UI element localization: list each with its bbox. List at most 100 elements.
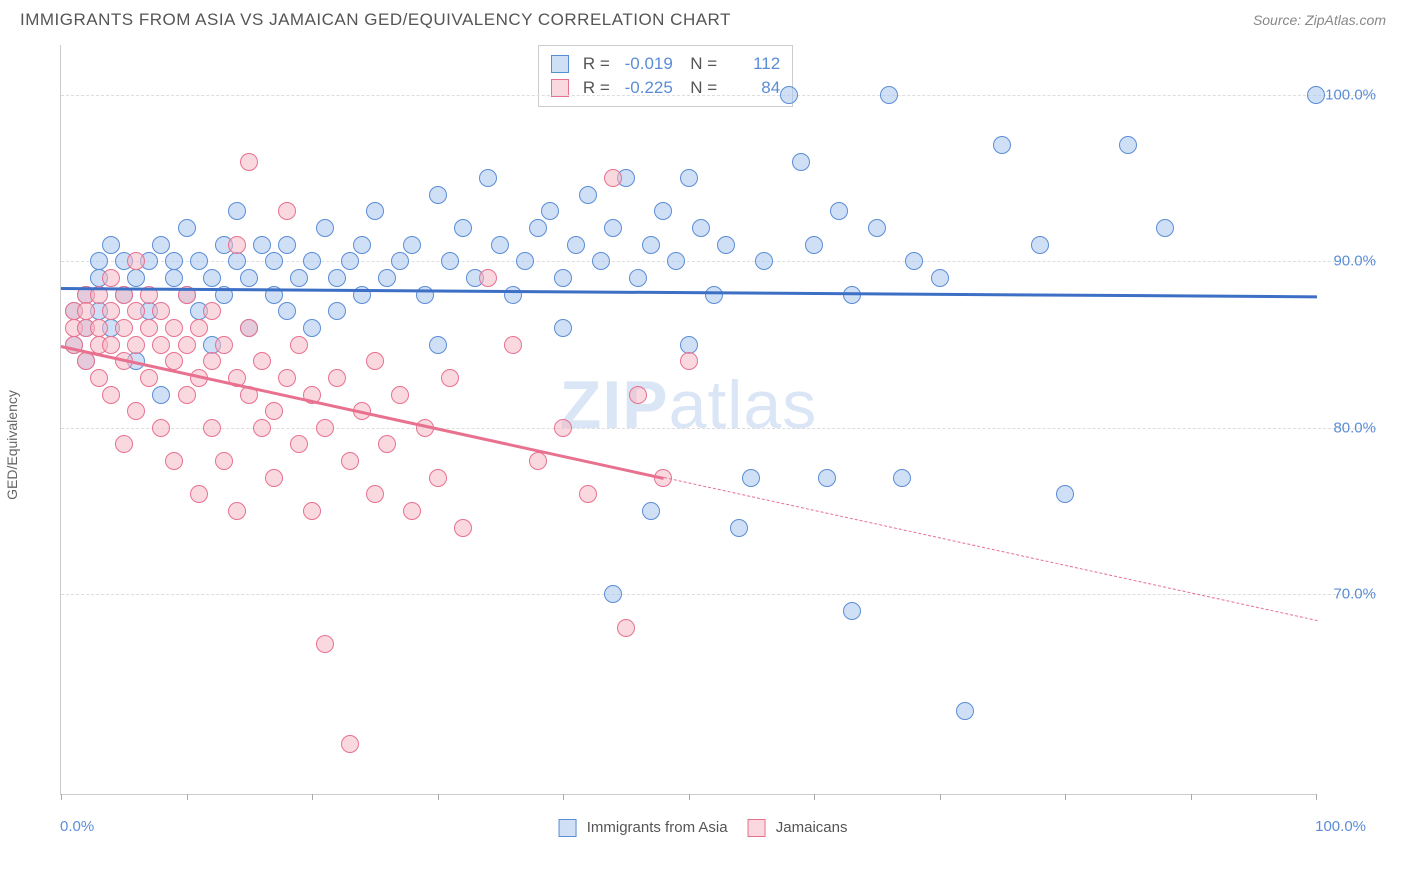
chart-container: GED/Equivalency ZIPatlas R = -0.019 N = … <box>20 35 1386 855</box>
scatter-point <box>730 519 748 537</box>
scatter-point <box>90 369 108 387</box>
scatter-point <box>190 319 208 337</box>
scatter-point <box>127 302 145 320</box>
scatter-point <box>931 269 949 287</box>
header: IMMIGRANTS FROM ASIA VS JAMAICAN GED/EQU… <box>0 0 1406 35</box>
chart-title: IMMIGRANTS FROM ASIA VS JAMAICAN GED/EQU… <box>20 10 731 30</box>
scatter-point <box>366 202 384 220</box>
scatter-point <box>479 169 497 187</box>
legend-label-asia: Immigrants from Asia <box>587 819 728 836</box>
x-tick <box>187 794 188 800</box>
scatter-point <box>353 236 371 254</box>
x-axis-min-label: 0.0% <box>60 818 94 835</box>
x-tick <box>1065 794 1066 800</box>
scatter-point <box>152 419 170 437</box>
scatter-point <box>680 352 698 370</box>
scatter-point <box>316 419 334 437</box>
x-tick <box>940 794 941 800</box>
scatter-point <box>454 519 472 537</box>
scatter-point <box>90 252 108 270</box>
scatter-point <box>403 502 421 520</box>
scatter-point <box>127 269 145 287</box>
scatter-point <box>203 419 221 437</box>
x-axis-max-label: 100.0% <box>1315 818 1366 835</box>
scatter-point <box>680 169 698 187</box>
scatter-point <box>152 336 170 354</box>
scatter-point <box>265 402 283 420</box>
scatter-point <box>429 336 447 354</box>
scatter-point <box>240 153 258 171</box>
gridline <box>61 261 1376 262</box>
scatter-point <box>1056 485 1074 503</box>
scatter-point <box>178 219 196 237</box>
y-tick-label: 90.0% <box>1333 253 1376 270</box>
scatter-point <box>604 169 622 187</box>
scatter-point <box>253 419 271 437</box>
scatter-point <box>290 435 308 453</box>
plot-area: ZIPatlas R = -0.019 N = 112 R = -0.225 N… <box>60 45 1316 795</box>
legend-label-jamaica: Jamaicans <box>776 819 848 836</box>
scatter-point <box>253 236 271 254</box>
scatter-point <box>780 86 798 104</box>
scatter-point <box>77 302 95 320</box>
stat-n-label: N = <box>681 54 717 74</box>
y-tick-label: 100.0% <box>1325 86 1376 103</box>
scatter-point <box>77 352 95 370</box>
y-tick-label: 80.0% <box>1333 419 1376 436</box>
x-tick <box>814 794 815 800</box>
scatter-point <box>303 319 321 337</box>
scatter-point <box>190 252 208 270</box>
y-axis-label: GED/Equivalency <box>4 390 20 500</box>
scatter-point <box>265 252 283 270</box>
scatter-point <box>366 485 384 503</box>
scatter-point <box>102 386 120 404</box>
scatter-point <box>165 319 183 337</box>
scatter-point <box>190 485 208 503</box>
scatter-point <box>893 469 911 487</box>
stat-n-asia: 112 <box>725 54 780 74</box>
stat-r-asia: -0.019 <box>618 54 673 74</box>
x-tick <box>1191 794 1192 800</box>
x-tick <box>1316 794 1317 800</box>
scatter-point <box>378 269 396 287</box>
scatter-point <box>830 202 848 220</box>
scatter-point <box>240 269 258 287</box>
scatter-point <box>102 236 120 254</box>
scatter-point <box>152 236 170 254</box>
scatter-point <box>667 252 685 270</box>
scatter-point <box>579 186 597 204</box>
scatter-point <box>1031 236 1049 254</box>
scatter-point <box>554 319 572 337</box>
scatter-point <box>203 352 221 370</box>
y-tick-label: 70.0% <box>1333 586 1376 603</box>
scatter-point <box>316 635 334 653</box>
scatter-point <box>366 352 384 370</box>
trend-line <box>61 345 664 479</box>
scatter-point <box>328 302 346 320</box>
scatter-point <box>1119 136 1137 154</box>
scatter-point <box>303 252 321 270</box>
scatter-point <box>541 202 559 220</box>
scatter-point <box>717 236 735 254</box>
legend-swatch-asia <box>559 819 577 837</box>
scatter-point <box>290 336 308 354</box>
scatter-point <box>228 236 246 254</box>
scatter-point <box>1307 86 1325 104</box>
stat-r-label: R = <box>583 54 610 74</box>
scatter-point <box>905 252 923 270</box>
watermark-atlas: atlas <box>669 367 818 443</box>
scatter-point <box>102 302 120 320</box>
scatter-point <box>529 452 547 470</box>
scatter-point <box>102 336 120 354</box>
scatter-point <box>956 702 974 720</box>
scatter-point <box>755 252 773 270</box>
scatter-point <box>654 202 672 220</box>
scatter-point <box>504 286 522 304</box>
scatter-point <box>818 469 836 487</box>
scatter-point <box>203 269 221 287</box>
scatter-point <box>868 219 886 237</box>
scatter-point <box>604 219 622 237</box>
scatter-point <box>215 336 233 354</box>
scatter-point <box>341 452 359 470</box>
scatter-point <box>391 386 409 404</box>
